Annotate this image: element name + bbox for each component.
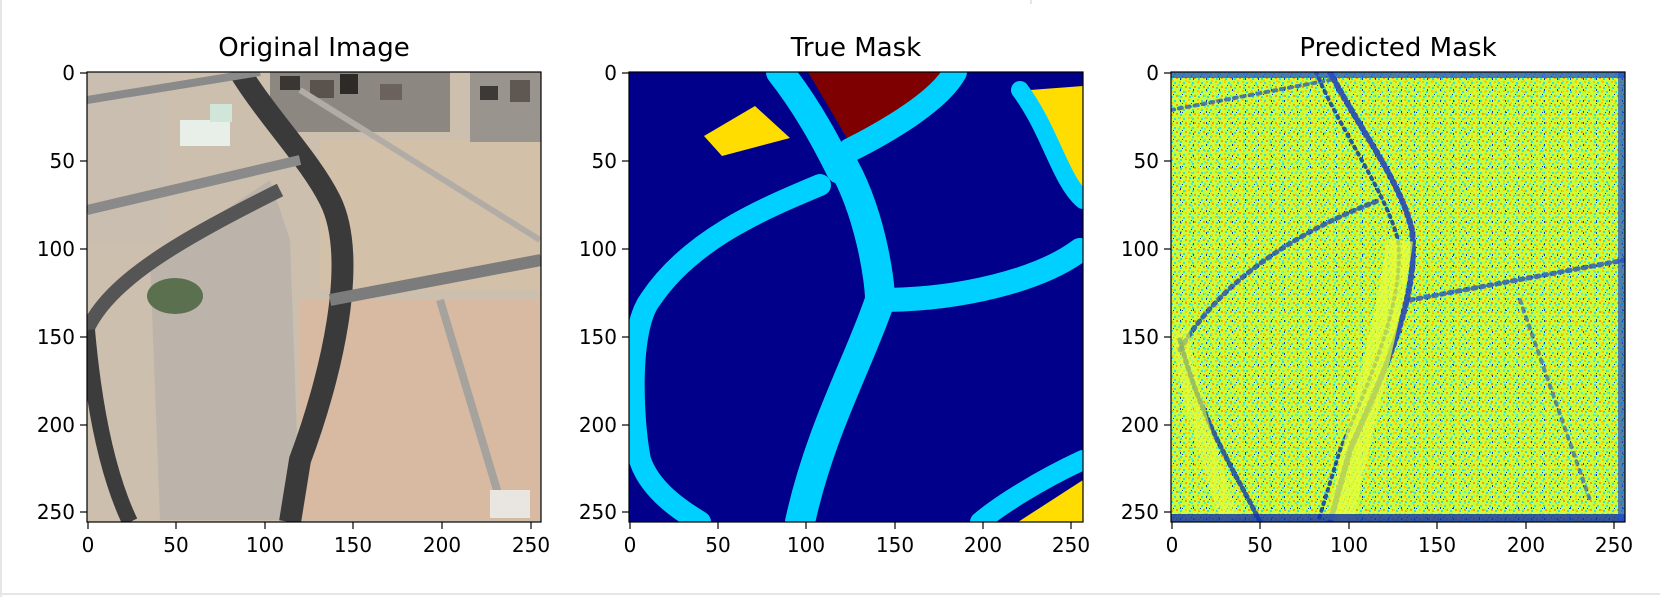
x-tick-label: 200	[1507, 533, 1545, 557]
y-tick-label: 50	[1134, 149, 1159, 173]
x-axis-ticks: 0 50 100 150 200 250	[82, 522, 550, 557]
y-tick-label: 0	[1146, 61, 1159, 85]
y-tick-label: 200	[37, 413, 75, 437]
x-tick-label: 200	[423, 533, 461, 557]
cell-frame-left	[0, 0, 2, 597]
x-tick-label: 0	[82, 533, 95, 557]
y-tick-label: 0	[62, 61, 75, 85]
y-tick-label: 200	[1121, 413, 1159, 437]
x-tick-label: 150	[876, 533, 914, 557]
panel-title: True Mask	[790, 33, 921, 63]
cell-frame-top-divider	[1030, 0, 1032, 4]
y-tick-label: 150	[1121, 325, 1159, 349]
y-tick-label: 200	[579, 413, 617, 437]
y-tick-label: 250	[579, 500, 617, 524]
y-tick-label: 100	[37, 237, 75, 261]
y-tick-label: 250	[1121, 500, 1159, 524]
panel-original-image: Original Image	[37, 33, 550, 557]
x-tick-label: 50	[1247, 533, 1272, 557]
y-tick-label: 250	[37, 500, 75, 524]
x-tick-label: 150	[1418, 533, 1456, 557]
y-tick-label: 150	[37, 325, 75, 349]
y-tick-label: 100	[579, 237, 617, 261]
x-tick-label: 0	[624, 533, 637, 557]
satellite-image	[87, 72, 541, 522]
y-axis-ticks: 0 50 100 150 200 250	[579, 61, 629, 524]
y-axis-ticks: 0 50 100 150 200 250	[1121, 61, 1171, 524]
y-tick-label: 150	[579, 325, 617, 349]
panel-title: Original Image	[218, 33, 409, 63]
x-tick-label: 150	[334, 533, 372, 557]
x-tick-label: 50	[705, 533, 730, 557]
x-tick-label: 100	[1330, 533, 1368, 557]
x-tick-label: 250	[512, 533, 550, 557]
x-axis-ticks: 0 50 100 150 200 250	[624, 522, 1090, 557]
y-tick-label: 50	[592, 149, 617, 173]
x-tick-label: 100	[246, 533, 284, 557]
panel-predicted-mask: Predicted Mask	[1121, 33, 1633, 557]
segmentation-mask	[629, 72, 1083, 522]
x-tick-label: 100	[787, 533, 825, 557]
x-tick-label: 250	[1595, 533, 1633, 557]
y-tick-label: 0	[604, 61, 617, 85]
x-tick-label: 0	[1166, 533, 1179, 557]
panel-title: Predicted Mask	[1299, 33, 1496, 63]
x-tick-label: 250	[1052, 533, 1090, 557]
x-tick-label: 50	[163, 533, 188, 557]
panel-true-mask: True Mask	[579, 33, 1090, 557]
y-tick-label: 50	[50, 149, 75, 173]
x-axis-ticks: 0 50 100 150 200 250	[1166, 522, 1633, 557]
prediction-heatmap	[1171, 72, 1625, 522]
x-tick-label: 200	[964, 533, 1002, 557]
y-axis-ticks: 0 50 100 150 200 250	[37, 61, 87, 524]
y-tick-label: 100	[1121, 237, 1159, 261]
cell-frame-bottom	[0, 593, 1660, 595]
